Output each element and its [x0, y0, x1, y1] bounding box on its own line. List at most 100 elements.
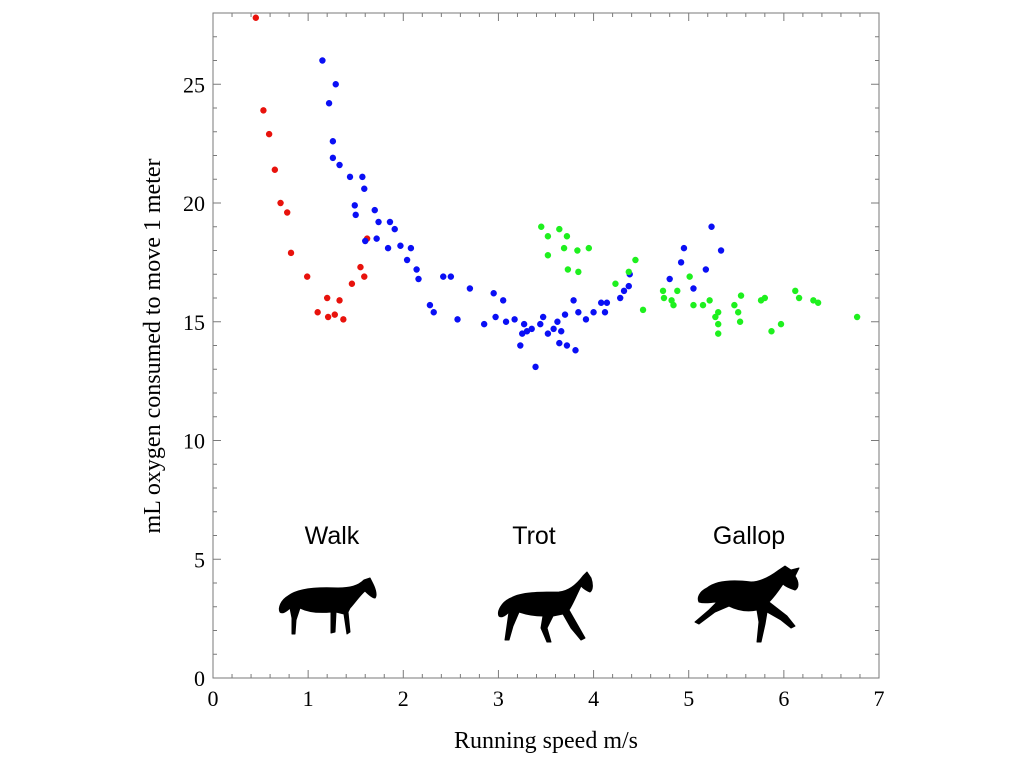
y-tick-label: 5 — [194, 547, 205, 572]
data-point — [520, 320, 528, 328]
data-point — [574, 247, 581, 254]
data-point — [717, 247, 725, 254]
data-point — [544, 330, 552, 337]
data-point — [480, 320, 488, 328]
data-point — [590, 309, 597, 316]
data-point — [556, 339, 563, 347]
data-point — [415, 275, 422, 283]
data-point — [563, 233, 571, 240]
data-point — [362, 237, 369, 245]
x-tick-label: 2 — [398, 686, 409, 711]
data-point — [699, 301, 707, 309]
data-point — [323, 294, 331, 302]
data-point — [346, 173, 354, 181]
data-point — [632, 256, 639, 264]
scatter-points — [252, 14, 861, 371]
data-point — [575, 309, 582, 316]
annotation-trot: Trot — [512, 522, 556, 550]
data-point — [319, 57, 326, 64]
data-point — [715, 330, 722, 337]
data-point — [375, 218, 382, 226]
x-tick-label: 4 — [588, 686, 599, 711]
data-point — [454, 316, 461, 323]
data-point — [277, 199, 284, 207]
data-point — [329, 138, 337, 145]
data-point — [329, 154, 337, 162]
data-point — [768, 328, 775, 335]
data-point — [715, 309, 722, 316]
data-point — [585, 244, 593, 252]
data-point — [670, 301, 677, 309]
data-point — [564, 266, 572, 273]
data-point — [601, 309, 609, 316]
data-point — [659, 287, 667, 295]
y-tick-label: 10 — [183, 429, 205, 454]
data-point — [532, 363, 539, 371]
x-tick-label: 7 — [874, 686, 885, 711]
data-point — [303, 273, 311, 280]
axis-ticks — [212, 12, 880, 679]
data-point — [660, 294, 668, 302]
data-point — [440, 273, 447, 280]
data-point — [792, 287, 799, 295]
data-point — [597, 299, 605, 306]
data-point — [271, 166, 279, 173]
x-tick-label: 1 — [303, 686, 314, 711]
data-point — [361, 185, 368, 192]
data-point — [511, 316, 518, 323]
data-point — [539, 313, 547, 321]
data-point — [528, 325, 535, 333]
data-point — [403, 256, 411, 264]
data-point — [499, 297, 507, 304]
data-point — [736, 318, 744, 325]
data-point — [336, 297, 343, 304]
data-point — [617, 294, 624, 302]
y-tick-label: 25 — [183, 72, 205, 97]
data-point — [359, 173, 366, 181]
data-point — [680, 244, 688, 252]
data-point — [715, 320, 722, 328]
data-point — [523, 328, 531, 335]
data-point — [492, 313, 499, 321]
data-point — [336, 161, 343, 169]
data-point — [702, 266, 710, 273]
data-point — [407, 244, 415, 252]
data-point — [287, 249, 295, 257]
data-point — [639, 306, 647, 314]
data-point — [357, 263, 364, 271]
data-point — [391, 225, 398, 233]
data-point — [265, 130, 273, 138]
data-point — [731, 301, 738, 309]
y-tick-label: 15 — [183, 310, 205, 335]
horse-gallop-icon — [694, 565, 800, 643]
data-point — [777, 320, 785, 328]
data-point — [620, 287, 628, 295]
data-point — [517, 342, 524, 349]
data-point — [677, 259, 685, 266]
data-point — [284, 209, 291, 216]
data-point — [502, 318, 510, 325]
data-point — [686, 273, 693, 280]
data-point — [544, 233, 552, 240]
data-point — [361, 273, 368, 280]
horse-trot-icon — [498, 571, 593, 643]
y-tick-label: 0 — [194, 666, 205, 691]
data-point — [563, 342, 571, 349]
data-point — [690, 285, 697, 292]
data-point — [761, 294, 769, 302]
data-point — [348, 280, 356, 287]
x-tick-label: 5 — [683, 686, 694, 711]
x-axis-title: Running speed m/s — [454, 728, 638, 754]
data-point — [734, 309, 742, 316]
y-tick-label: 20 — [183, 191, 205, 216]
data-point — [625, 268, 632, 276]
data-point — [690, 301, 697, 309]
data-point — [625, 282, 632, 290]
data-point — [582, 316, 590, 323]
data-point — [561, 311, 569, 318]
y-axis-title: mL oxygen consumed to move 1 meter — [140, 158, 166, 533]
data-point — [537, 320, 544, 328]
data-point — [325, 100, 333, 107]
data-point — [331, 311, 338, 318]
data-point — [544, 252, 552, 259]
